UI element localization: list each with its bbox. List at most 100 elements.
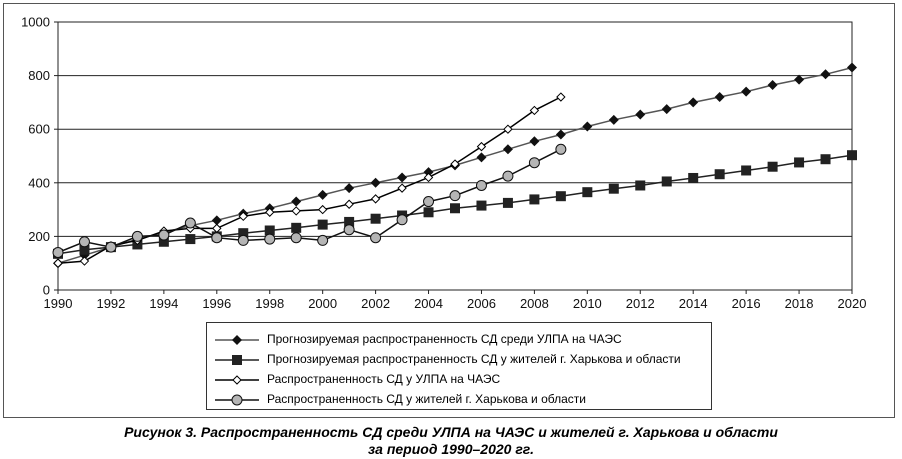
data-point [185,234,196,245]
data-point [370,194,381,204]
y-tick-label: 400 [28,175,50,190]
data-point [370,177,381,188]
x-tick-label: 2006 [467,296,496,311]
data-point [105,241,117,253]
x-tick-label: 1998 [255,296,284,311]
line-chart: 0 200 400 600 800 1000 1990 1992 1994 1996 1998 20… [21,15,867,312]
grid-lines [58,75,852,237]
legend-swatch-diamond-filled [215,335,259,345]
data-point [555,191,566,202]
data-point [529,136,540,147]
data-point [741,165,752,176]
data-point [211,232,223,244]
figure-frame [3,3,895,418]
data-point [502,197,513,208]
series-4 [52,143,567,258]
data-point [555,143,567,155]
y-tick-label: 600 [28,122,50,137]
data-point [847,150,857,161]
x-tick-label: 2014 [679,296,708,311]
data-point [291,222,302,233]
data-point [450,159,460,169]
x-tick-label: 2018 [785,296,814,311]
data-point [291,196,302,207]
data-point [608,183,619,194]
data-point [317,219,328,230]
legend-label: Распространенность СД у УЛПА на ЧАЭС [267,372,501,386]
data-point [794,74,805,85]
data-point [661,104,672,115]
data-point [78,236,90,248]
data-point [317,204,328,215]
data-point [290,232,302,244]
data-point [237,234,249,246]
data-point [820,69,831,80]
legend-item-forecast-ulpa: Прогнозируемая распространенность СД сре… [215,330,705,350]
x-tick-label: 2020 [838,296,867,311]
data-point [79,244,90,255]
plot-area [57,21,853,291]
data-point [555,129,566,140]
legend-swatch-square-filled [215,355,259,365]
data-point [79,256,90,266]
data-point [53,258,63,268]
data-point [582,121,593,132]
data-point [211,215,222,226]
x-tick-label: 2010 [573,296,602,311]
data-point [502,170,514,182]
data-point [396,214,408,226]
data-point [503,124,513,134]
legend-swatch-diamond-open [215,375,259,385]
legend-item-kharkiv: Распространенность СД у жителей г. Харьк… [215,390,705,410]
data-point [343,224,355,236]
data-point [476,200,487,211]
data-point [158,236,169,247]
data-point [238,211,248,222]
data-point [317,234,329,246]
data-point [502,144,513,155]
data-point [370,213,381,224]
data-point [767,161,778,172]
data-point [131,230,143,242]
x-tick-label: 1996 [202,296,231,311]
data-point [264,233,276,245]
data-point [423,172,434,183]
data-point [847,62,857,73]
data-point [475,179,487,191]
x-tick-label: 2012 [626,296,655,311]
series-layer [52,62,857,269]
caption-line-2: за период 1990–2020 гг. [368,441,534,457]
data-point [450,203,460,214]
data-point [370,232,382,244]
data-point [238,228,249,239]
caption-line-1: Рисунок 3. Распространенность СД среди У… [124,424,778,440]
data-point [635,109,646,120]
data-point [767,79,778,90]
y-tick-label: 200 [28,229,50,244]
data-point [608,114,619,125]
data-point [661,176,672,187]
figure-caption: Рисунок 3. Распространенность СД среди У… [0,424,902,458]
legend-swatch-circle [215,394,259,406]
data-point [794,157,805,168]
data-point [688,172,699,183]
data-point [264,225,275,236]
data-point [158,229,170,241]
y-tick-label: 0 [43,283,50,298]
legend-label: Прогнозируемая распространенность СД у ж… [267,352,681,366]
data-point [635,180,646,191]
data-point [291,206,301,216]
data-point [265,207,275,217]
data-point [476,152,487,163]
x-tick-label: 2008 [520,296,549,311]
data-point [184,217,196,229]
x-tick-label: 2004 [414,296,443,311]
data-point [714,92,725,103]
legend-item-forecast-kharkiv: Прогнозируемая распространенность СД у ж… [215,350,705,370]
data-point [741,86,752,97]
data-point [423,167,434,178]
data-point [423,196,435,208]
data-point [397,172,408,183]
data-point [423,207,434,218]
data-point [52,246,64,258]
